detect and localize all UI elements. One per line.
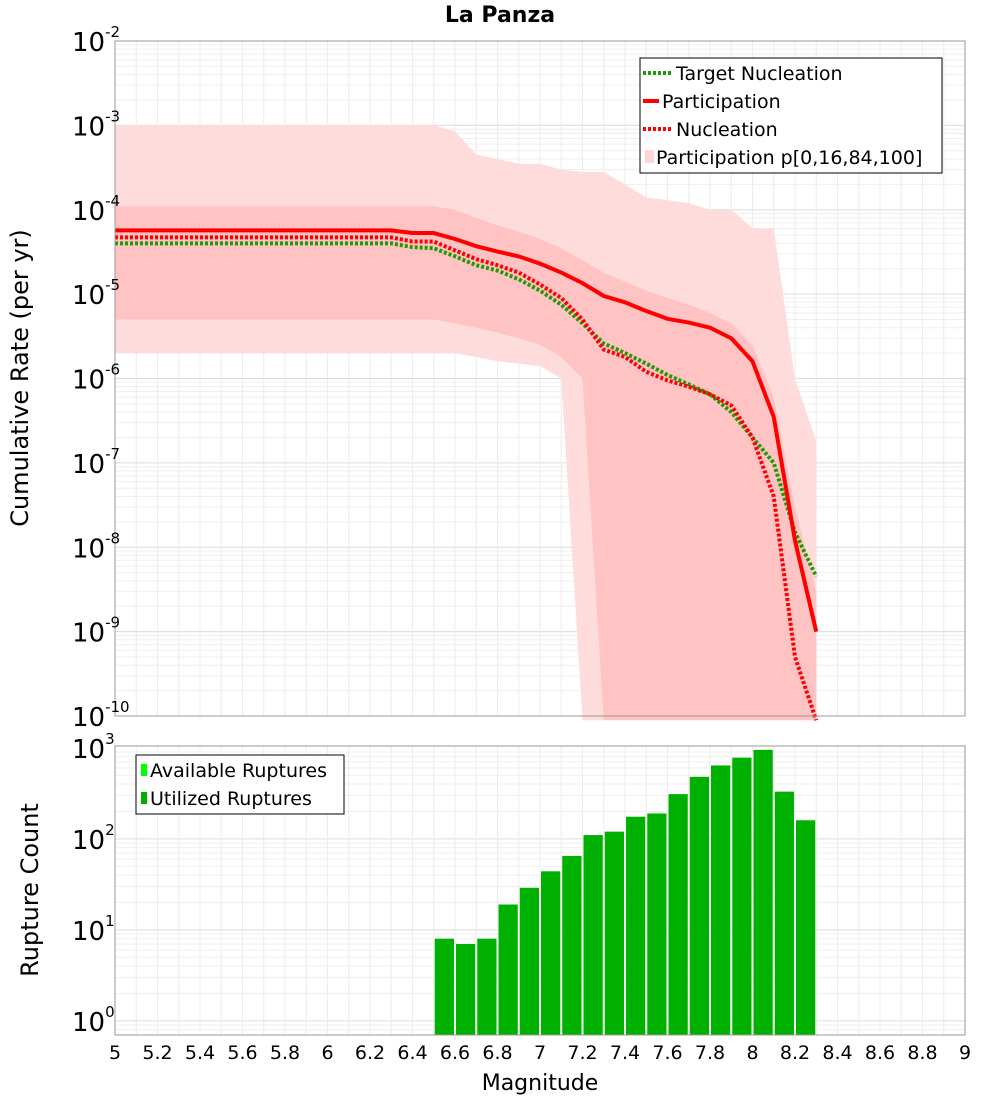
y-tick-label: 10-3 <box>72 107 120 142</box>
x-tick-label: 7.2 <box>567 1042 597 1064</box>
series-line-participation <box>115 228 819 633</box>
x-tick-label: 6 <box>321 1042 333 1064</box>
legend-label-nucleation: Nucleation <box>676 119 778 141</box>
y-tick-label: 101 <box>72 912 115 947</box>
count-y-axis-label: Rupture Count <box>16 803 44 977</box>
magnitude-x-axis-ticks: 5 5.2 5.4 5.6 5.8 6 6.2 6.4 6.6 6.8 7 7.2 7.4 7.6 7.8 8… <box>109 1042 971 1064</box>
y-tick-label: 10-7 <box>72 445 120 480</box>
rupture-count-bar <box>668 794 688 1035</box>
rupture-count-bar <box>711 765 731 1035</box>
y-tick-label: 100 <box>72 1003 115 1038</box>
y-tick-label: 10-6 <box>72 361 120 396</box>
rupture-count-bar <box>753 749 773 1035</box>
x-tick-label: 5.8 <box>270 1042 300 1064</box>
rupture-count-bar <box>519 887 539 1035</box>
rate-plot-frame <box>114 40 966 717</box>
count-y-axis-ticks: 103 102 101 100 <box>72 730 115 1038</box>
y-tick-label: 10-2 <box>72 23 120 58</box>
x-tick-label: 8.6 <box>865 1042 895 1064</box>
rupture-count-bar <box>541 871 561 1035</box>
x-tick-label: 7 <box>534 1042 546 1064</box>
x-tick-label: 5.6 <box>227 1042 257 1064</box>
rupture-count-bar <box>626 816 646 1035</box>
count-legend: Available Ruptures Utilized Ruptures <box>135 754 345 815</box>
x-tick-label: 7.4 <box>610 1042 640 1064</box>
band-inner-p16-84 <box>115 206 817 721</box>
legend-swatch-available-ruptures <box>141 764 147 776</box>
rupture-count-bar <box>604 831 624 1035</box>
legend-label-available-ruptures: Available Ruptures <box>150 760 327 782</box>
x-tick-label: 5 <box>109 1042 121 1064</box>
rupture-count-bar <box>647 813 667 1035</box>
x-tick-label: 7.6 <box>652 1042 682 1064</box>
rupture-count-bar <box>583 835 603 1035</box>
series-line-target-nucleation <box>115 241 819 578</box>
count-legend-box <box>135 754 345 815</box>
y-tick-label: 10-8 <box>72 529 120 564</box>
rupture-count-bar <box>689 776 709 1035</box>
y-tick-label: 103 <box>72 730 115 765</box>
legend-swatch-utilized-ruptures <box>141 792 147 804</box>
x-tick-label: 7.8 <box>695 1042 725 1064</box>
y-tick-label: 10-5 <box>72 276 120 311</box>
legend-label-utilized-ruptures: Utilized Ruptures <box>150 788 312 810</box>
legend-label-participation: Participation <box>662 91 781 113</box>
rupture-count-bar <box>456 943 476 1035</box>
rate-y-axis-label: Cumulative Rate (per yr) <box>6 229 34 527</box>
x-tick-label: 6.8 <box>482 1042 512 1064</box>
y-tick-label: 10-4 <box>72 192 120 227</box>
x-tick-label: 8.2 <box>780 1042 810 1064</box>
rupture-count-bar <box>774 791 794 1035</box>
x-tick-label: 6.2 <box>355 1042 385 1064</box>
x-tick-label: 8 <box>746 1042 758 1064</box>
rate-legend: Target Nucleation Participation Nucleati… <box>639 57 943 174</box>
rupture-count-bar <box>477 938 497 1035</box>
participation-bands <box>115 125 817 721</box>
x-tick-label: 5.4 <box>185 1042 215 1064</box>
count-plot-frame <box>114 745 966 1036</box>
rate-series-lines <box>115 228 819 721</box>
chart-title: La Panza <box>445 3 555 28</box>
x-tick-label: 8.4 <box>822 1042 852 1064</box>
rupture-count-bar <box>434 938 454 1035</box>
x-tick-label: 6.6 <box>440 1042 470 1064</box>
rupture-count-bar <box>732 757 752 1035</box>
series-line-nucleation <box>115 235 819 721</box>
rupture-count-bar <box>498 904 518 1035</box>
rupture-count-bars <box>434 749 816 1035</box>
x-axis-label: Magnitude <box>482 1071 599 1096</box>
legend-swatch-participation-band <box>645 150 654 163</box>
x-tick-label: 8.8 <box>907 1042 937 1064</box>
rate-y-axis-ticks: 10-2 10-3 10-4 10-5 10-6 10-7 10-8 10-9 10-10 <box>72 23 130 733</box>
y-tick-label: 102 <box>72 821 115 856</box>
y-tick-label: 10-9 <box>72 614 120 649</box>
x-tick-label: 5.2 <box>142 1042 172 1064</box>
x-tick-label: 9 <box>959 1042 971 1064</box>
rupture-count-bar <box>562 855 582 1035</box>
legend-label-target-nucleation: Target Nucleation <box>675 63 843 85</box>
rupture-count-bar <box>796 820 816 1035</box>
x-tick-label: 6.4 <box>397 1042 427 1064</box>
legend-label-participation-band: Participation p[0,16,84,100] <box>656 147 922 169</box>
rate-legend-box <box>639 57 943 174</box>
y-tick-label: 10-10 <box>72 698 130 733</box>
